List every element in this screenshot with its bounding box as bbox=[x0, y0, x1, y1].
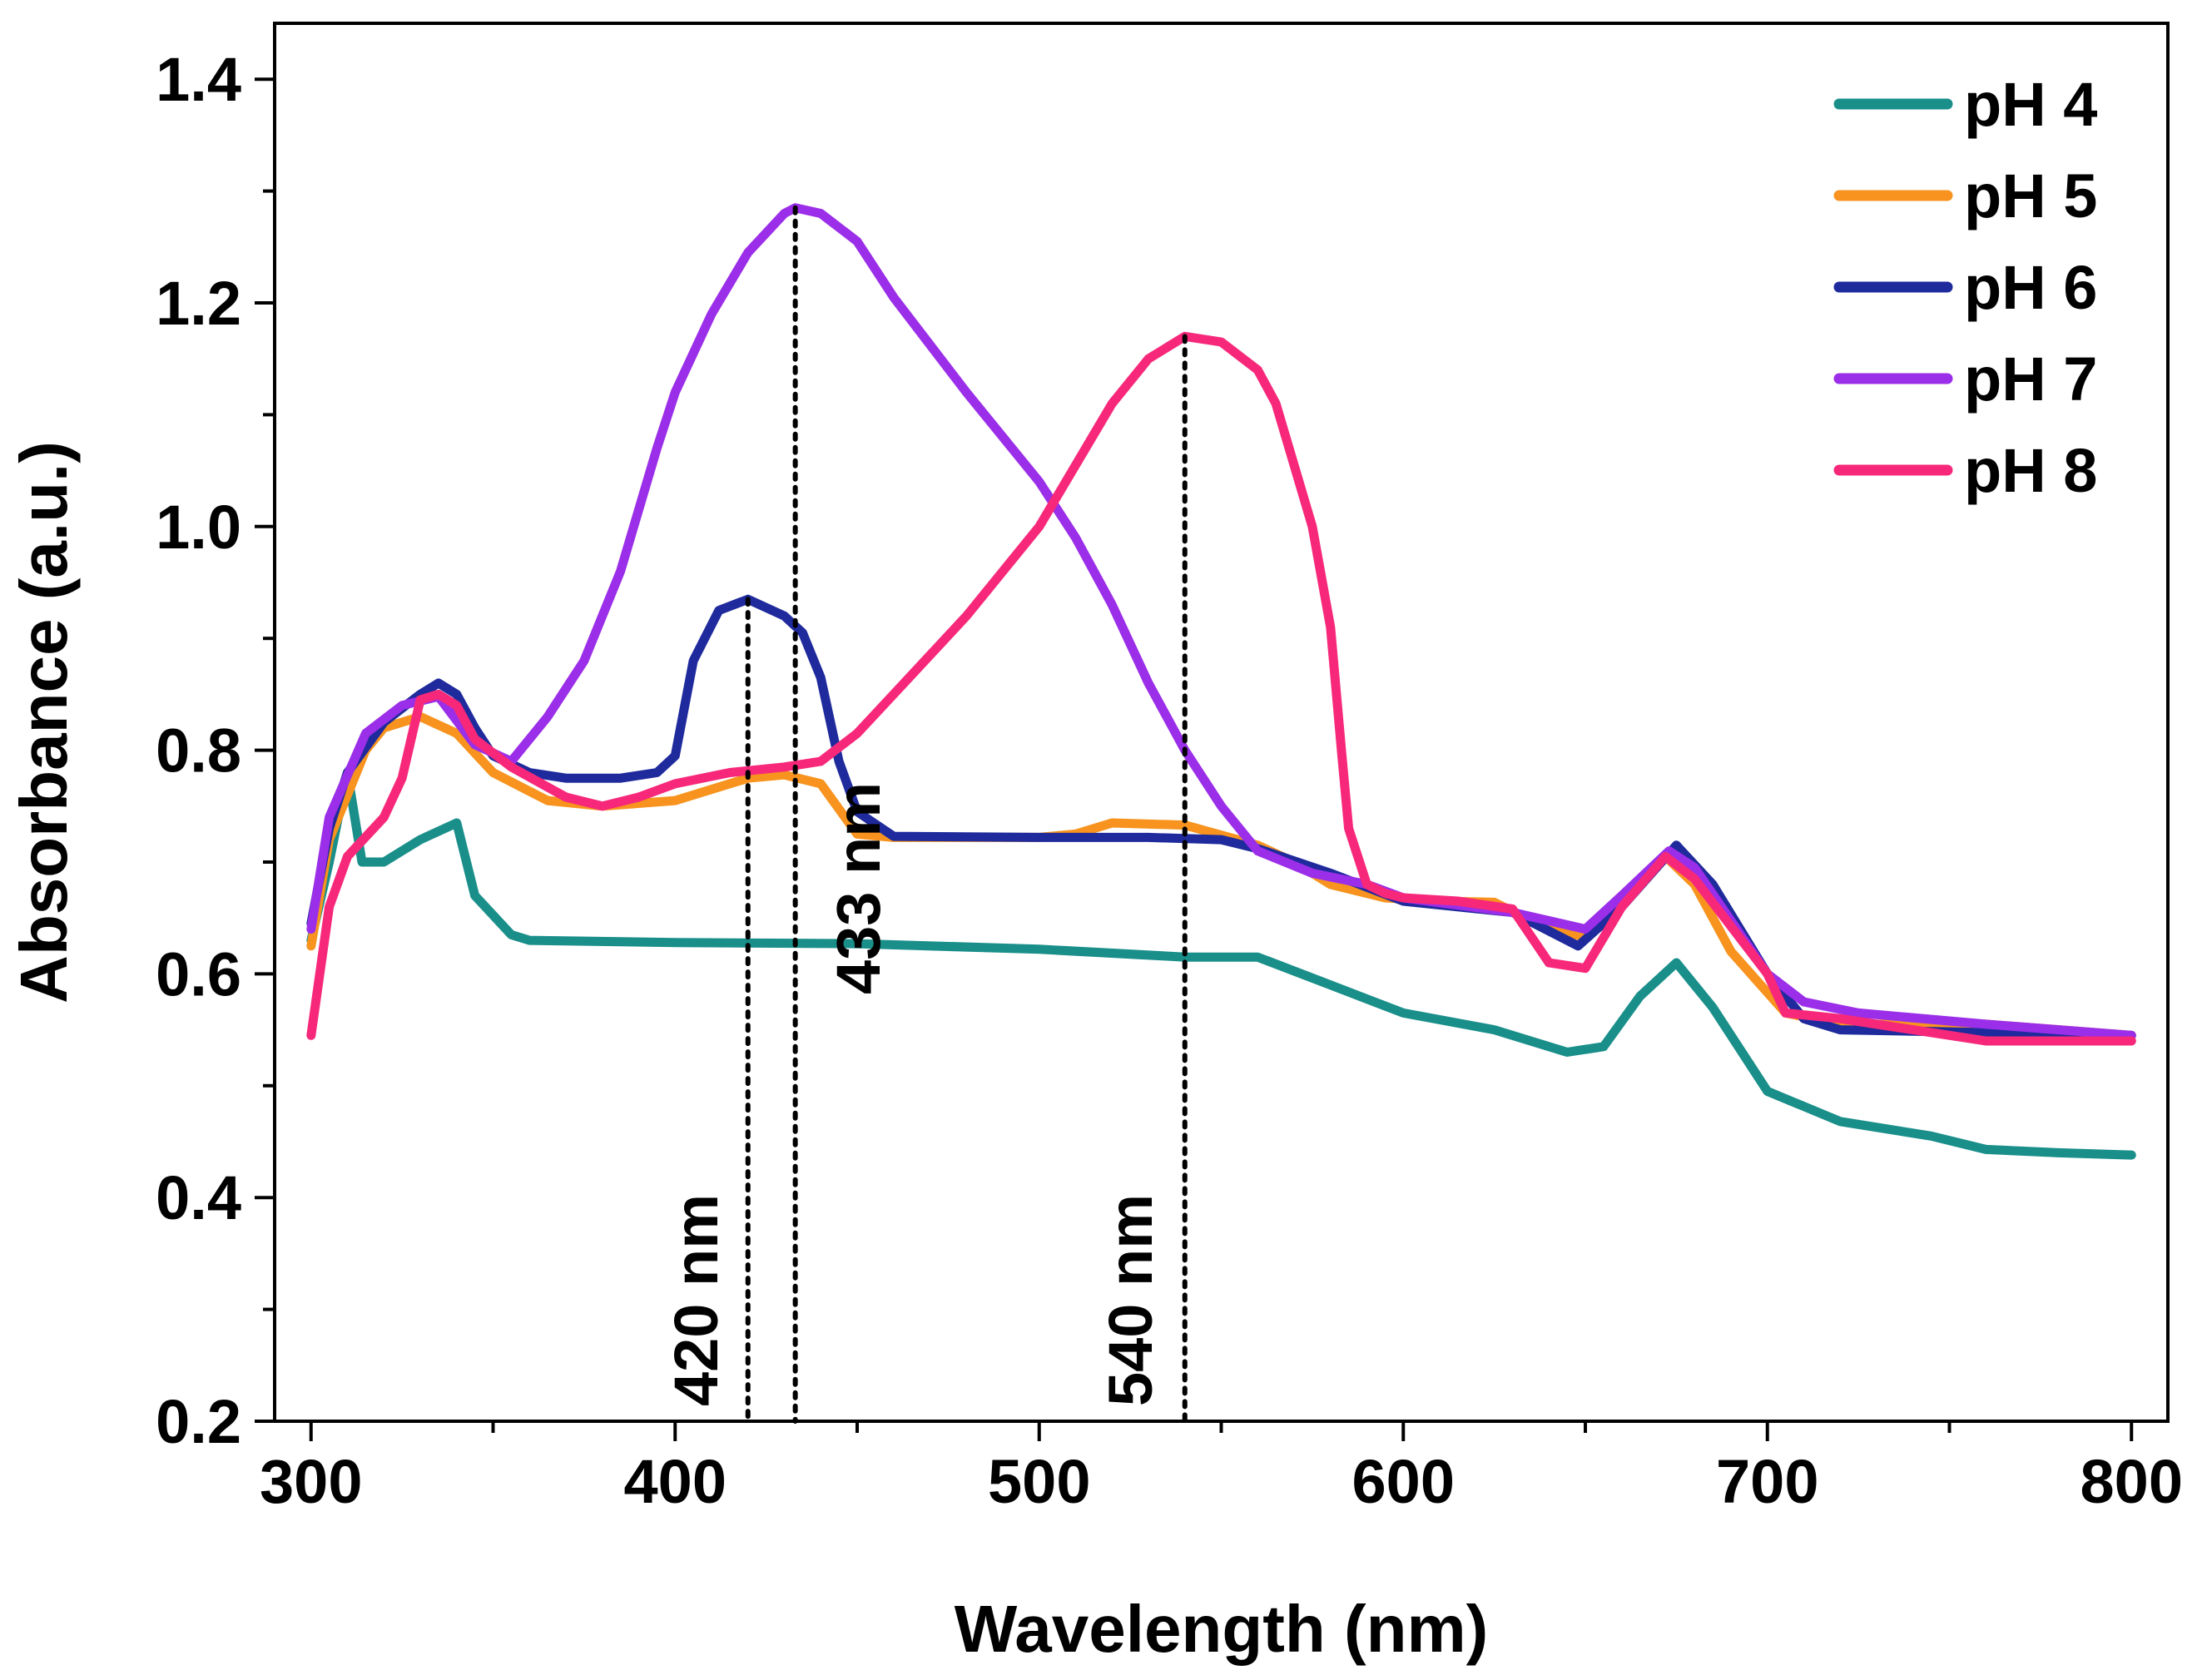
y-tick-label: 1.2 bbox=[156, 269, 241, 338]
x-tick-label: 700 bbox=[1716, 1447, 1818, 1516]
series-layer bbox=[306, 203, 2136, 1160]
axes-layer: 300 400 500 600 700 800 0.2 0.4 0.6 0.8 1.0 1.2 1.4 bbox=[156, 45, 2183, 1516]
legend: pH 4 pH 5 pH 6 pH 7 pH 8 bbox=[1833, 70, 2097, 505]
legend-label: pH 6 bbox=[1964, 253, 2097, 322]
x-tick-label: 400 bbox=[624, 1447, 727, 1516]
x-tick-label: 500 bbox=[988, 1447, 1090, 1516]
legend-label: pH 7 bbox=[1964, 344, 2097, 414]
x-axis-title: Wavelength (nm) bbox=[955, 1592, 1488, 1666]
x-tick-label: 800 bbox=[2080, 1447, 2183, 1516]
y-tick-label: 0.6 bbox=[156, 939, 241, 1008]
x-tick-label: 600 bbox=[1352, 1447, 1455, 1516]
y-tick-label: 0.4 bbox=[156, 1163, 241, 1232]
annotation-label-433: 433 nm bbox=[824, 782, 893, 994]
y-axis-title: Absorbance (a.u.) bbox=[7, 441, 81, 1004]
y-tick-label: 1.4 bbox=[156, 45, 241, 114]
legend-label: pH 4 bbox=[1964, 70, 2097, 139]
y-tick-label: 1.0 bbox=[156, 493, 241, 562]
y-tick-label: 0.2 bbox=[156, 1387, 241, 1456]
series-line-ph-4 bbox=[306, 768, 2136, 1160]
legend-label: pH 8 bbox=[1964, 436, 2097, 505]
annotation-label-420: 420 nm bbox=[662, 1194, 731, 1406]
annotation-label-540: 540 nm bbox=[1096, 1194, 1165, 1406]
x-tick-label: 300 bbox=[260, 1447, 362, 1516]
annotation-layer: 420 nm 433 nm 540 nm bbox=[662, 205, 1188, 1424]
y-tick-label: 0.8 bbox=[156, 716, 241, 785]
legend-label: pH 5 bbox=[1964, 161, 2097, 230]
